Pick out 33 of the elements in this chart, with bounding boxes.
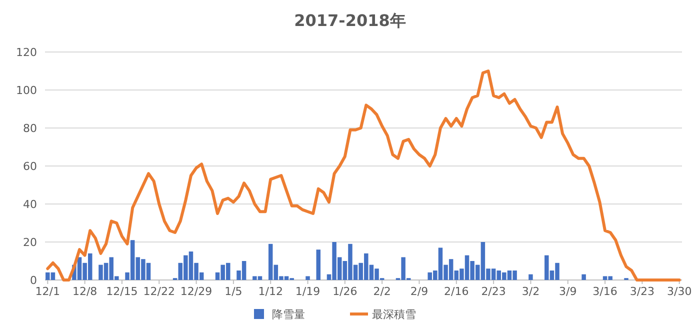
- y-tick-label: 60: [23, 160, 37, 173]
- x-tick-label: 2/9: [410, 285, 428, 298]
- x-tick-label: 1/26: [332, 285, 358, 298]
- x-tick-label: 12/22: [143, 285, 175, 298]
- x-tick-label: 3/2: [522, 285, 540, 298]
- x-tick-label: 12/8: [72, 285, 98, 298]
- bar: [582, 274, 586, 280]
- x-tick-label: 12/1: [35, 285, 60, 298]
- x-tick-label: 1/19: [295, 285, 320, 298]
- x-tick-label: 12/15: [106, 285, 138, 298]
- y-tick-label: 100: [16, 84, 37, 97]
- y-tick-label: 120: [16, 46, 37, 59]
- line-series: [46, 70, 681, 282]
- legend-label: 降雪量: [272, 308, 305, 321]
- y-tick-label: 0: [30, 274, 37, 287]
- bar: [528, 274, 533, 280]
- x-tick-label: 3/23: [630, 285, 655, 298]
- y-tick-label: 40: [23, 198, 37, 211]
- x-tick-label: 3/16: [592, 285, 618, 298]
- x-tick-label: 3/9: [559, 285, 577, 298]
- bar: [306, 276, 310, 280]
- x-tick-label: 2/2: [373, 285, 391, 298]
- x-tick-label: 2/16: [444, 285, 469, 298]
- chart-title: 2017-2018年: [294, 11, 406, 30]
- x-tick-label: 3/30: [666, 285, 692, 298]
- y-tick-label: 80: [23, 122, 37, 135]
- x-tick-label: 2/23: [481, 285, 506, 298]
- bar: [316, 250, 321, 280]
- x-tick-label: 1/12: [258, 285, 283, 298]
- x-tick-label: 1/5: [224, 285, 242, 298]
- legend-label: 最深積雪: [372, 308, 416, 321]
- y-tick-label: 20: [23, 236, 37, 249]
- x-tick-label: 12/29: [180, 285, 212, 298]
